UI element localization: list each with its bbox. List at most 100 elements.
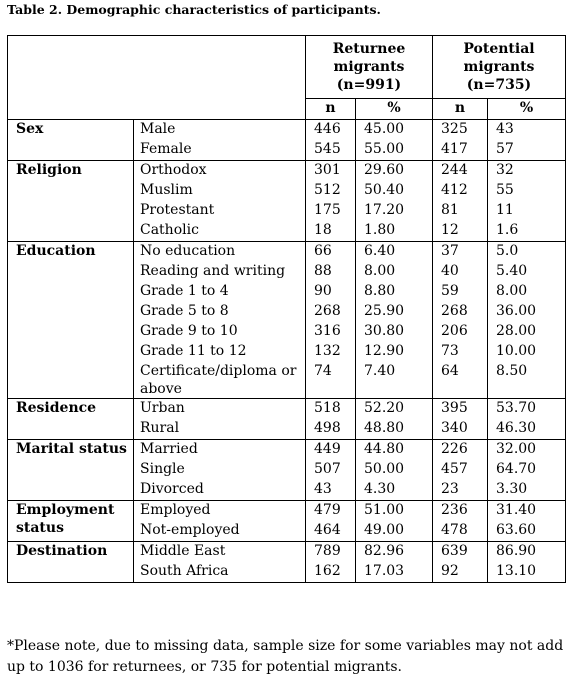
cell: 5.40 (487, 262, 566, 282)
cell: 28.00 (487, 322, 566, 342)
cell: 446 (305, 119, 356, 140)
table-row: Sex Male 446 45.00 325 43 (7, 119, 566, 161)
group-label: Sex (7, 119, 134, 161)
cell: 52.20 (355, 398, 433, 419)
group-label: Religion (7, 160, 134, 242)
cell: 73 (432, 342, 488, 362)
row-label: No education (133, 241, 306, 262)
cell: 53.70 (487, 398, 566, 419)
cell: 478 (432, 521, 488, 542)
row-label: Muslim (133, 181, 306, 201)
table: Returnee migrants (n=991) Potential migr… (7, 35, 566, 583)
cell: 639 (432, 541, 488, 562)
cell: 132 (305, 342, 356, 362)
cell: 268 (305, 302, 356, 322)
cell: 395 (432, 398, 488, 419)
row-label: Urban (133, 398, 306, 419)
group-label: Residence (7, 398, 134, 440)
cell: 46.30 (487, 419, 566, 440)
header-text: Potential migrants (n=735) (463, 41, 535, 93)
row-label: Male (133, 119, 306, 140)
cell: 55 (487, 181, 566, 201)
row-label: Married (133, 439, 306, 460)
group-label: Destination (7, 541, 134, 583)
row-group: Education No education 66 6.40 37 5.0 Reading … (7, 241, 566, 399)
cell: 32 (487, 160, 566, 181)
cell: 4.30 (355, 480, 433, 501)
row-label: Grade 11 to 12 (133, 342, 306, 362)
cell: 63.60 (487, 521, 566, 542)
cell: 18 (305, 221, 356, 242)
cell: 51.00 (355, 500, 433, 521)
row-label: Reading and writing (133, 262, 306, 282)
cell: 5.0 (487, 241, 566, 262)
cell: 57 (487, 140, 566, 161)
row-label: Rural (133, 419, 306, 440)
table-row: Marital status Married 449 44.80 226 32.00 (7, 439, 566, 501)
cell: 3.30 (487, 480, 566, 501)
cell: 86.90 (487, 541, 566, 562)
cell: 17.03 (355, 562, 433, 583)
row-group: Employment status Employed 479 51.00 236 31.4… (7, 500, 566, 542)
cell: 29.60 (355, 160, 433, 181)
cell: 6.40 (355, 241, 433, 262)
column-header: Potential migrants (n=735) (432, 35, 566, 99)
row-group: Religion Orthodox 301 29.60 244 32 Muslim 512 50… (7, 160, 566, 242)
cell: 64 (432, 362, 488, 399)
row-label: Not-employed (133, 521, 306, 542)
cell: 479 (305, 500, 356, 521)
cell: 82.96 (355, 541, 433, 562)
row-label: Single (133, 460, 306, 480)
cell: 518 (305, 398, 356, 419)
cell: 59 (432, 282, 488, 302)
row-label: Orthodox (133, 160, 306, 181)
row-label: Middle East (133, 541, 306, 562)
cell: 206 (432, 322, 488, 342)
cell: 81 (432, 201, 488, 221)
cell: 8.50 (487, 362, 566, 399)
cell: 13.10 (487, 562, 566, 583)
table-row: Residence Urban 518 52.20 395 53.70 (7, 398, 566, 440)
cell: 30.80 (355, 322, 433, 342)
cell: 92 (432, 562, 488, 583)
cell: 412 (432, 181, 488, 201)
cell: 48.80 (355, 419, 433, 440)
cell: 325 (432, 119, 488, 140)
cell: 25.90 (355, 302, 433, 322)
cell: 162 (305, 562, 356, 583)
table-row: Catholic 18 1.80 12 1.6 (8, 221, 566, 242)
cell: 226 (432, 439, 488, 460)
table-row: Certificate/diploma or above 74 7.40 64 8.50 (8, 362, 566, 399)
group-label: Employment status (7, 500, 134, 542)
cell: 88 (305, 262, 356, 282)
table-row: Grade 1 to 4 90 8.80 59 8.00 (8, 282, 566, 302)
table-row: Grade 9 to 10 316 30.80 206 28.00 (8, 322, 566, 342)
column-header: Returnee migrants (n=991) (305, 35, 433, 99)
table-row: Religion Orthodox 301 29.60 244 32 (7, 160, 566, 242)
cell: 1.6 (487, 221, 566, 242)
cell: 11 (487, 201, 566, 221)
cell: 74 (305, 362, 356, 399)
row-label: Certificate/diploma or above (133, 362, 306, 399)
cell: 10.00 (487, 342, 566, 362)
table-row: Grade 11 to 12 132 12.90 73 10.00 (8, 342, 566, 362)
table-row: Single 507 50.00 457 64.70 (8, 460, 566, 480)
footnote: *Please note, due to missing data, sampl… (7, 638, 564, 675)
row-label: Divorced (133, 480, 306, 501)
row-label: Catholic (133, 221, 306, 242)
cell: 45.00 (355, 119, 433, 140)
cell: 55.00 (355, 140, 433, 161)
cell: 23 (432, 480, 488, 501)
cell: 789 (305, 541, 356, 562)
cell: 316 (305, 322, 356, 342)
cell: 31.40 (487, 500, 566, 521)
cell: 44.80 (355, 439, 433, 460)
row-group: Marital status Married 449 44.80 226 32.00 Sin… (7, 439, 566, 501)
subheader: n (432, 98, 488, 120)
cell: 37 (432, 241, 488, 262)
table-row: Grade 5 to 8 268 25.90 268 36.00 (8, 302, 566, 322)
row-label: Grade 5 to 8 (133, 302, 306, 322)
cell: 7.40 (355, 362, 433, 399)
header-text: Returnee migrants (n=991) (332, 41, 406, 93)
row-label: Protestant (133, 201, 306, 221)
